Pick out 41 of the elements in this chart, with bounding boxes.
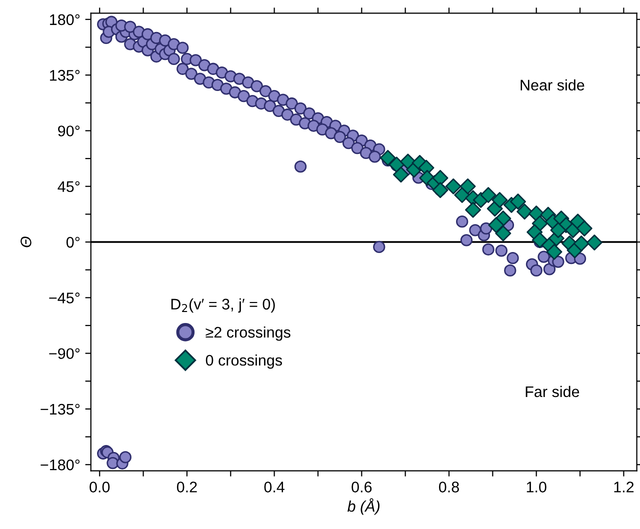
point xyxy=(546,244,562,260)
x-tick-label: 0.6 xyxy=(352,482,372,492)
point xyxy=(495,225,512,242)
point xyxy=(573,236,590,252)
y-tick-label: 0° xyxy=(66,236,80,248)
y-tick-label: 45° xyxy=(58,181,80,192)
point xyxy=(516,204,533,220)
point xyxy=(576,220,592,236)
point xyxy=(392,166,409,183)
point xyxy=(465,202,481,218)
point xyxy=(480,187,496,203)
y-tick-label: 135° xyxy=(50,70,80,81)
legend-label: ≥2 crossings xyxy=(206,326,290,341)
annotation: Far side xyxy=(526,386,580,398)
x-tick-label: 0.0 xyxy=(90,482,110,492)
y-tick-label: −135° xyxy=(40,404,80,415)
y-tick-label: 90° xyxy=(58,126,80,136)
y-tick-label: −90° xyxy=(49,348,80,360)
legend-title: D$_{2}$(v′ = 3, j′ = 0) xyxy=(171,298,275,313)
y-tick-label: −180° xyxy=(40,459,80,470)
point xyxy=(380,150,396,166)
x-tick-label: 0.2 xyxy=(176,482,197,492)
point xyxy=(460,178,476,194)
x-axis-title: b (Å) xyxy=(348,498,380,515)
point xyxy=(550,222,566,238)
point xyxy=(488,217,504,234)
x-tick-label: 0.4 xyxy=(264,482,284,492)
point xyxy=(432,170,448,186)
annotation: Near side xyxy=(520,79,584,91)
x-tick-label: 1.2 xyxy=(614,482,634,492)
x-tick-label: 0.8 xyxy=(438,482,459,492)
point xyxy=(586,234,602,250)
point xyxy=(445,178,462,194)
y-tick-label: −45° xyxy=(49,292,80,304)
point xyxy=(510,194,526,210)
x-tick-label: 1.0 xyxy=(526,482,546,492)
y-axis-title: Θ xyxy=(20,236,32,248)
legend-label: 0 crossings xyxy=(206,354,282,369)
point xyxy=(532,232,548,248)
y-tick-label: 180° xyxy=(50,14,80,26)
point xyxy=(492,192,508,208)
